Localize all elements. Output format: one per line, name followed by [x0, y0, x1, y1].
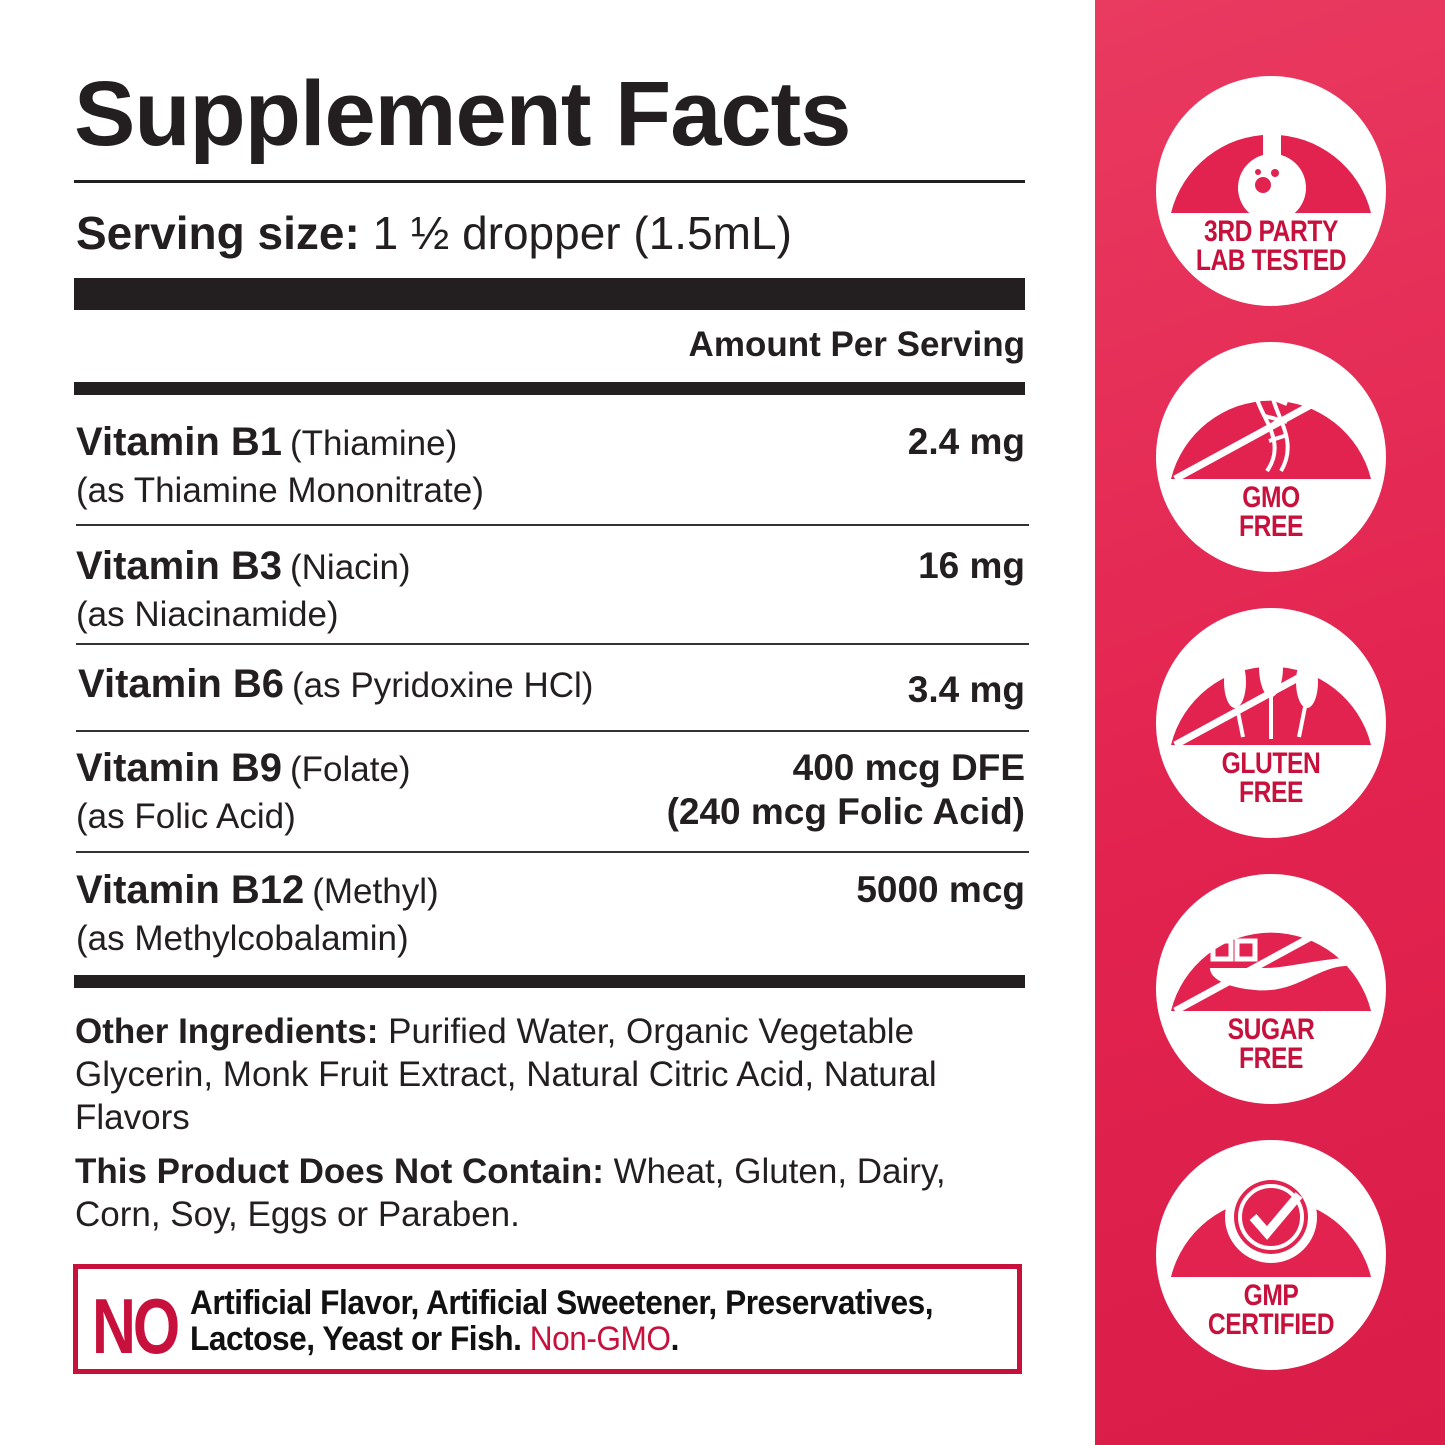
divider	[76, 851, 1029, 853]
nutrient-source: (as Folic Acid)	[76, 797, 296, 836]
nutrient-amount: 5000 mcg	[856, 869, 1025, 910]
no-line2: Lactose, Yeast or Fish.	[190, 1320, 530, 1358]
nutrient-amount: 400 mcg DFE (240 mcg Folic Acid)	[667, 746, 1025, 834]
nutrient-source: (as Thiamine Mononitrate)	[76, 471, 484, 510]
no-additives-box: NO Artificial Flavor, Artificial Sweeten…	[73, 1264, 1022, 1374]
no-line1: Artificial Flavor, Artificial Sweetener,…	[190, 1284, 934, 1322]
no-additives-text: Artificial Flavor, Artificial Sweetener,…	[190, 1284, 934, 1358]
nutrient-name: Vitamin B12	[76, 868, 305, 912]
non-gmo-highlight: Non-GMO	[529, 1320, 671, 1358]
nutrient-name: Vitamin B3	[76, 544, 282, 588]
nutrient-name: Vitamin B1	[76, 420, 282, 464]
nutrient-row-b9: Vitamin B9 (Folate) (as Folic Acid) 400 m…	[76, 746, 1025, 837]
nutrient-amount: 16 mg	[918, 545, 1025, 586]
badge-lab-tested: 3RD PARTY LAB TESTED	[1155, 75, 1387, 307]
sugar-spoon-icon	[1156, 874, 1386, 1104]
wheat-icon	[1156, 608, 1386, 838]
nutrient-source: (as Niacinamide)	[76, 595, 339, 634]
badge-text: GMP CERTIFIED	[1207, 1279, 1335, 1341]
dna-icon	[1156, 342, 1386, 572]
badge-text: SUGAR FREE	[1227, 1013, 1315, 1075]
nutrient-paren: (Thiamine)	[290, 424, 458, 463]
thick-bar	[74, 382, 1025, 395]
nutrient-paren: (Methyl)	[312, 872, 439, 911]
amount-per-serving-header: Amount Per Serving	[688, 325, 1025, 364]
thick-bar	[74, 278, 1025, 310]
divider	[76, 524, 1029, 526]
nutrient-row-b1: Vitamin B1 (Thiamine) (as Thiamine Mononi…	[76, 420, 1025, 511]
other-ingredients-text: Purified Water, Organic Vegetable Glycer…	[75, 1012, 937, 1137]
badge-text: GMO FREE	[1239, 481, 1303, 543]
thick-bar	[74, 975, 1025, 988]
serving-label: Serving size:	[76, 207, 360, 259]
badge-gmp-certified: GMP CERTIFIED	[1155, 1139, 1387, 1371]
nutrient-amount: 3.4 mg	[907, 669, 1025, 710]
badge-gluten-free: GLUTEN FREE	[1155, 607, 1387, 839]
amount-dfe: 400 mcg DFE	[792, 747, 1025, 788]
page-title: Supplement Facts	[74, 63, 851, 165]
badge-text: 3RD PARTY LAB TESTED	[1195, 215, 1347, 277]
no-end: .	[670, 1320, 680, 1358]
badge-panel: 3RD PARTY LAB TESTED GMO FREE GLUTEN FREE	[1095, 0, 1445, 1445]
badge-sugar-free: SUGAR FREE	[1155, 873, 1387, 1105]
other-ingredients: Other Ingredients: Purified Water, Organ…	[75, 1010, 1025, 1139]
does-not-contain-label: This Product Does Not Contain:	[75, 1152, 604, 1191]
nutrient-name: Vitamin B6	[78, 662, 284, 706]
badge-text: GLUTEN FREE	[1221, 747, 1321, 809]
no-label: NO	[92, 1282, 180, 1370]
nutrient-row-b12: Vitamin B12 (Methyl) (as Methylcobalamin)…	[76, 868, 1025, 959]
does-not-contain: This Product Does Not Contain: Wheat, Gl…	[75, 1150, 1025, 1236]
certified-check-icon	[1156, 1140, 1386, 1370]
nutrient-amount: 2.4 mg	[907, 421, 1025, 462]
badge-gmo-free: GMO FREE	[1155, 341, 1387, 573]
divider	[74, 180, 1025, 183]
nutrient-paren: (Folate)	[290, 750, 411, 789]
nutrient-name: Vitamin B9	[76, 746, 282, 790]
does-not-contain-text: Wheat, Gluten, Dairy, Corn, Soy, Eggs or…	[75, 1152, 946, 1234]
flask-icon	[1156, 76, 1386, 306]
nutrient-row-b3: Vitamin B3 (Niacin) (as Niacinamide) 16 m…	[76, 544, 1025, 635]
serving-value: 1 ½ dropper (1.5mL)	[372, 207, 792, 259]
serving-size: Serving size: 1 ½ dropper (1.5mL)	[76, 206, 792, 260]
nutrient-paren: (as Pyridoxine HCl)	[292, 666, 594, 705]
nutrient-paren: (Niacin)	[290, 548, 411, 587]
nutrient-source: (as Methylcobalamin)	[76, 919, 409, 958]
divider	[76, 643, 1029, 645]
amount-folic-acid: (240 mcg Folic Acid)	[666, 791, 1025, 832]
nutrient-row-b6: Vitamin B6 (as Pyridoxine HCl) 3.4 mg	[78, 662, 1025, 710]
divider	[76, 730, 1029, 732]
other-ingredients-label: Other Ingredients:	[75, 1012, 379, 1051]
